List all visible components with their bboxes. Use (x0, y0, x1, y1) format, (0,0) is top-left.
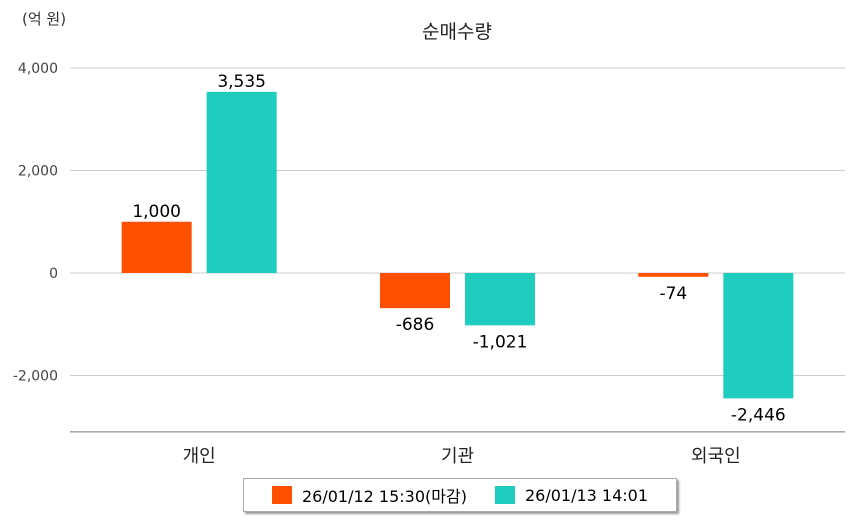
legend-item-1[interactable]: 26/01/13 14:01 (494, 485, 649, 505)
x-tick-label: 기관 (441, 446, 474, 467)
data-label: -1,021 (473, 332, 528, 352)
bar[interactable] (206, 91, 277, 273)
bar[interactable] (638, 273, 709, 277)
legend-swatch (494, 486, 515, 504)
legend: 26/01/12 15:30(마감) 26/01/13 14:01 (243, 478, 677, 512)
bar[interactable] (465, 273, 535, 326)
legend-label: 26/01/13 14:01 (524, 485, 649, 505)
bar[interactable] (380, 273, 450, 309)
data-label: -74 (659, 284, 687, 304)
bar[interactable] (121, 221, 192, 273)
data-label: -2,446 (731, 405, 786, 425)
data-label: -686 (396, 315, 435, 335)
data-label: 1,000 (132, 202, 181, 222)
legend-label: 26/01/12 15:30(마감) (301, 487, 467, 506)
chart-title: 순매수량 (422, 21, 492, 43)
y-tick-label: -2,000 (13, 369, 58, 385)
x-tick-label: 외국인 (691, 446, 741, 467)
unit-label: (억 원) (22, 10, 66, 28)
y-tick-label: 2,000 (18, 164, 58, 180)
legend-item-0[interactable]: 26/01/12 15:30(마감) (271, 483, 467, 507)
y-tick-label: 4,000 (18, 61, 58, 77)
y-tick-label: 0 (49, 266, 58, 282)
legend-swatch (271, 486, 292, 504)
x-tick-label: 개인 (183, 446, 216, 467)
data-label: 3,535 (217, 72, 266, 92)
bar[interactable] (723, 273, 794, 399)
